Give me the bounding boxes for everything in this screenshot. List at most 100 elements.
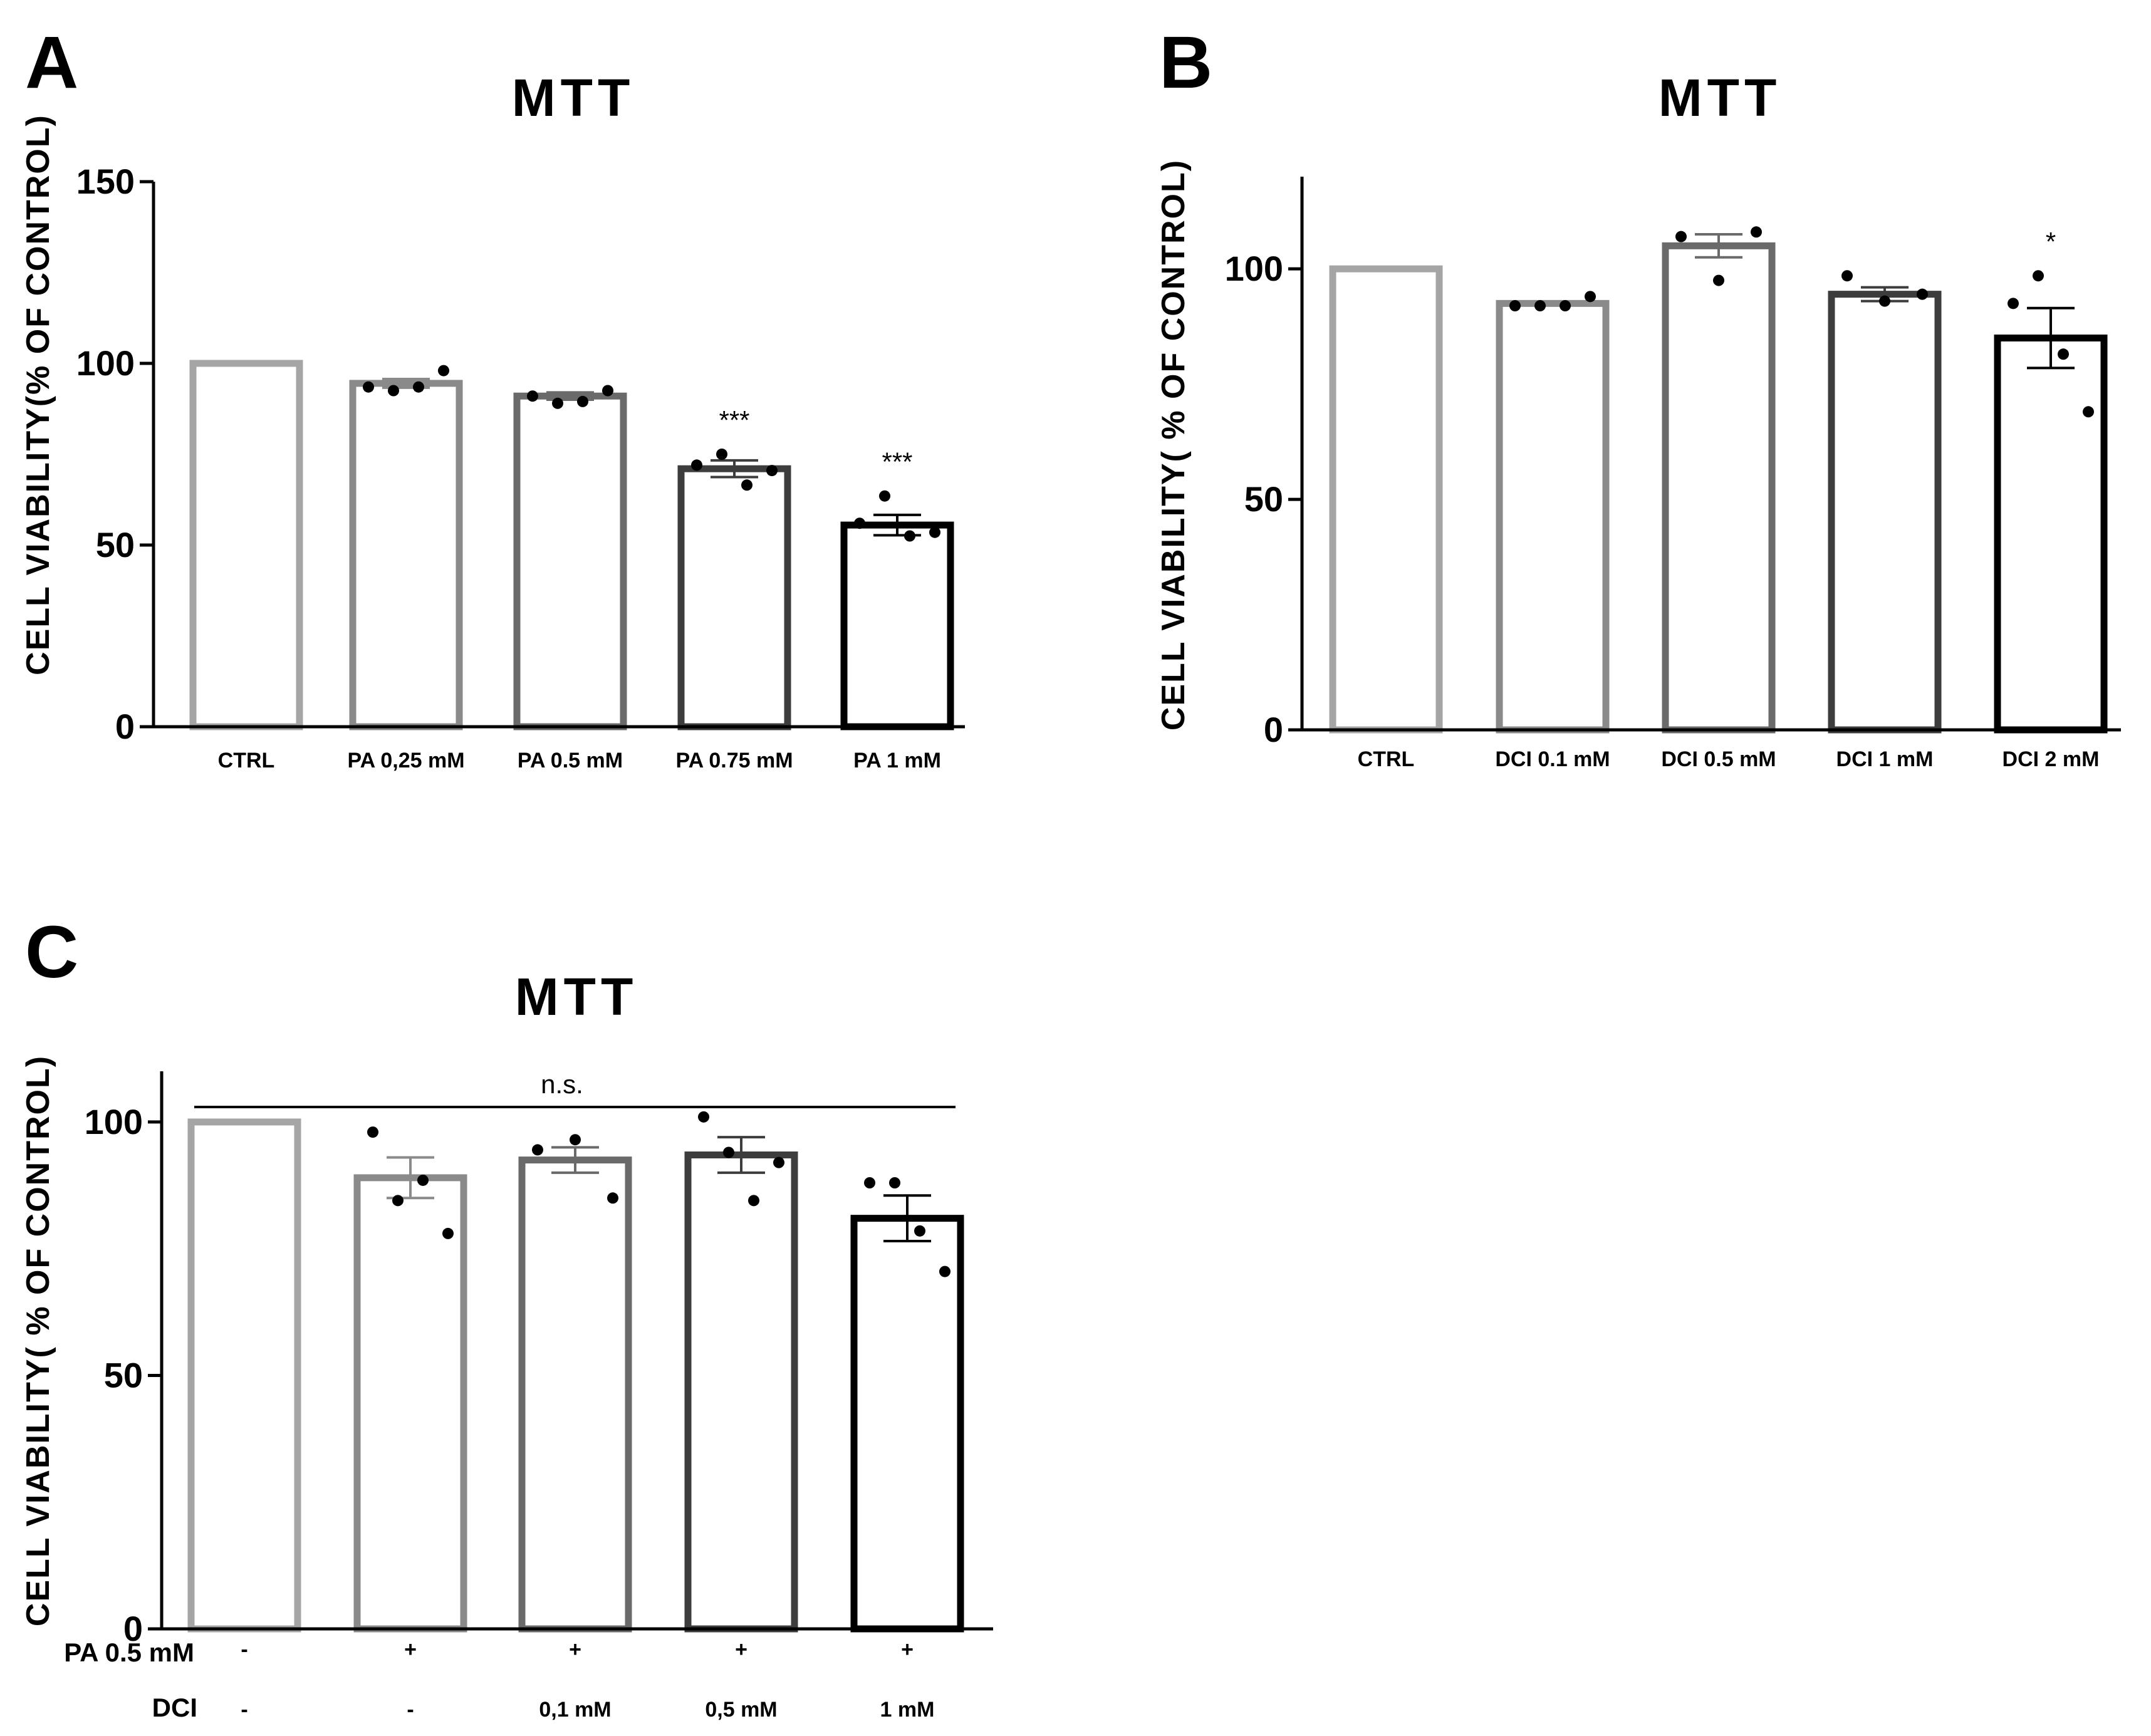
data-point-b bbox=[2008, 298, 2019, 309]
data-point-c bbox=[698, 1111, 709, 1123]
significance-label-a: *** bbox=[882, 447, 912, 477]
data-point-a bbox=[363, 381, 374, 393]
y-tick-label-a: 50 bbox=[96, 525, 135, 564]
data-point-b bbox=[1879, 295, 1890, 307]
data-point-b bbox=[1585, 291, 1596, 303]
chart-title-c: MTT bbox=[515, 967, 638, 1026]
condition-row-label-c: PA 0.5 mM bbox=[64, 1638, 194, 1667]
condition-value-c: - bbox=[241, 1638, 247, 1661]
x-tick-label-a: PA 0.75 mM bbox=[675, 749, 793, 772]
data-point-b bbox=[1713, 274, 1724, 286]
points-a bbox=[363, 365, 940, 542]
condition-value-c: 1 mM bbox=[880, 1698, 935, 1722]
bar-a bbox=[513, 392, 627, 730]
error-bars-a bbox=[382, 377, 921, 537]
data-point-a bbox=[854, 517, 865, 529]
data-point-b bbox=[2083, 406, 2094, 418]
data-point-b bbox=[1509, 300, 1521, 312]
points-b bbox=[1509, 226, 2094, 418]
x-tick-label-b: CTRL bbox=[1358, 747, 1415, 771]
panel-b: B MTT CELL VIABILITY( % OF CONTROL) 0 50 1… bbox=[1155, 21, 2121, 771]
data-point-b bbox=[1534, 300, 1546, 312]
y-axis-label-b: CELL VIABILITY( % OF CONTROL) bbox=[1155, 159, 1192, 730]
data-point-b bbox=[1751, 226, 1762, 238]
bar-b bbox=[1662, 242, 1776, 734]
y-axis-label-a: CELL VIABILITY(% OF CONTROL) bbox=[20, 114, 56, 675]
ns-label-c: n.s. bbox=[541, 1069, 583, 1099]
data-point-c bbox=[914, 1225, 925, 1237]
data-point-a bbox=[552, 397, 563, 409]
y-tick-label-a: 150 bbox=[76, 162, 135, 201]
condition-value-c: - bbox=[241, 1698, 247, 1722]
x-tick-label-a: PA 1 mM bbox=[853, 749, 941, 772]
bar-b bbox=[1329, 265, 1443, 734]
bar-b bbox=[1994, 335, 2108, 734]
data-point-c bbox=[864, 1177, 875, 1188]
x-tick-label-b: DCI 0.5 mM bbox=[1661, 747, 1776, 771]
data-point-a bbox=[929, 526, 940, 538]
data-point-a bbox=[691, 459, 702, 471]
bars-b bbox=[1329, 242, 2108, 734]
data-point-c bbox=[532, 1144, 543, 1156]
x-tick-label-a: PA 0.5 mM bbox=[518, 749, 623, 772]
data-point-c bbox=[889, 1177, 900, 1188]
condition-row-label-c: DCI bbox=[152, 1693, 197, 1722]
panel-letter-a: A bbox=[25, 21, 78, 104]
y-tick-label-b: 100 bbox=[1225, 249, 1283, 288]
significance-a: *** *** bbox=[719, 405, 912, 477]
data-point-c bbox=[392, 1195, 404, 1207]
x-tick-label-b: DCI 2 mM bbox=[2003, 747, 2100, 771]
y-ticks-b: 0 50 100 bbox=[1225, 249, 1302, 749]
data-point-a bbox=[413, 381, 424, 393]
data-point-a bbox=[527, 390, 538, 402]
data-point-a bbox=[741, 479, 753, 491]
error-bars-c bbox=[387, 1136, 931, 1243]
bar-c bbox=[684, 1151, 798, 1633]
bars-a bbox=[189, 360, 954, 730]
x-tick-label-a: CTRL bbox=[218, 749, 275, 772]
panel-c: C MTT CELL VIABILITY( % OF CONTROL) n.s.… bbox=[20, 911, 993, 1722]
error-bars-b bbox=[1529, 232, 2075, 370]
data-point-b bbox=[2033, 270, 2044, 282]
data-point-b bbox=[1917, 288, 1928, 300]
data-point-c bbox=[607, 1192, 618, 1204]
data-point-a bbox=[766, 465, 778, 477]
y-tick-label-c: 0 bbox=[123, 1609, 143, 1648]
bar-c bbox=[850, 1215, 964, 1633]
x-tick-label-a: PA 0,25 mM bbox=[347, 749, 464, 772]
data-point-a bbox=[879, 490, 890, 502]
condition-value-c: 0,1 mM bbox=[539, 1698, 611, 1722]
significance-b: * bbox=[2046, 227, 2056, 256]
condition-rows-c: PA 0.5 mM - + + + + DCI - - 0,1 mM 0,5 mM 1 mM bbox=[64, 1638, 934, 1722]
data-point-c bbox=[367, 1126, 378, 1138]
bar-a bbox=[349, 380, 463, 730]
y-ticks-a: 0 50 100 150 bbox=[76, 162, 154, 746]
bars-c bbox=[187, 1118, 964, 1633]
y-axis-label-c: CELL VIABILITY( % OF CONTROL) bbox=[20, 1055, 56, 1626]
bar-a bbox=[189, 360, 303, 730]
bar-c bbox=[353, 1174, 467, 1633]
x-tick-label-b: DCI 0.1 mM bbox=[1495, 747, 1610, 771]
data-point-c bbox=[773, 1156, 784, 1168]
y-ticks-c: 0 50 100 bbox=[85, 1102, 162, 1648]
x-tick-label-b: DCI 1 mM bbox=[1836, 747, 1934, 771]
y-tick-label-c: 100 bbox=[85, 1102, 143, 1141]
data-point-a bbox=[438, 365, 449, 377]
data-point-a bbox=[577, 395, 588, 407]
condition-value-c: - bbox=[407, 1698, 414, 1722]
y-tick-label-a: 0 bbox=[115, 707, 135, 746]
y-tick-label-b: 50 bbox=[1244, 479, 1283, 519]
data-point-a bbox=[602, 385, 613, 397]
bar-a bbox=[840, 521, 954, 730]
condition-value-c: 0,5 mM bbox=[705, 1698, 777, 1722]
y-tick-label-c: 50 bbox=[104, 1355, 143, 1395]
data-point-b bbox=[1675, 231, 1687, 242]
bar-c bbox=[187, 1118, 301, 1633]
data-point-c bbox=[442, 1227, 454, 1239]
data-point-a bbox=[716, 449, 727, 460]
data-point-c bbox=[417, 1174, 429, 1186]
data-point-b bbox=[1841, 270, 1853, 282]
significance-label-a: *** bbox=[719, 405, 749, 435]
data-point-c bbox=[939, 1266, 951, 1277]
condition-value-c: + bbox=[901, 1638, 914, 1661]
